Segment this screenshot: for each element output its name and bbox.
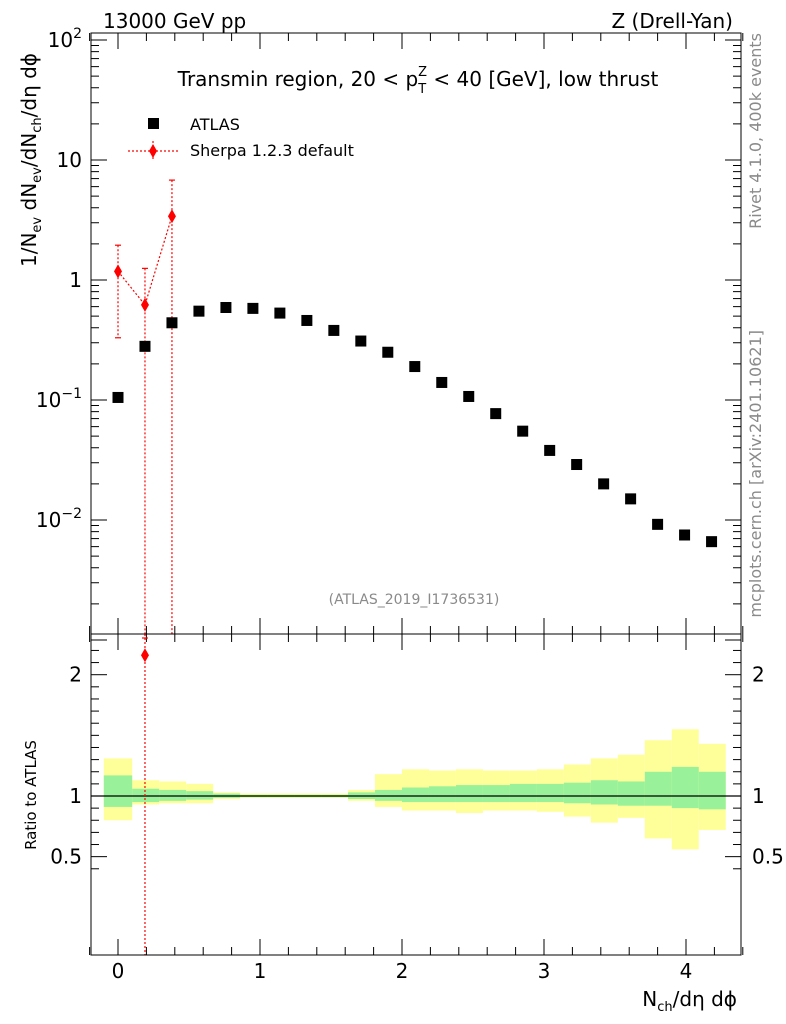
atlas-point bbox=[301, 314, 313, 326]
stat-uncertainty-band bbox=[698, 771, 726, 810]
x-tick-label: 3 bbox=[538, 959, 551, 983]
ratio-y-axis-label: Ratio to ATLAS bbox=[22, 740, 40, 850]
ratio-y-tick-label-left: 1 bbox=[69, 784, 82, 808]
atlas-point bbox=[139, 340, 151, 352]
atlas-point bbox=[328, 324, 340, 336]
x-axis-label-main: N bbox=[642, 987, 657, 1011]
x-tick-label: 0 bbox=[112, 959, 125, 983]
sherpa-point bbox=[140, 297, 149, 312]
main-y-axis-label: 1/Nev dNev/dNch/dη dϕ bbox=[17, 53, 45, 267]
atlas-point bbox=[517, 425, 529, 437]
plot-title-subscript: T bbox=[417, 82, 426, 97]
ratio-y-tick-label-right: 2 bbox=[752, 663, 765, 687]
stat-uncertainty-band bbox=[455, 785, 483, 803]
stat-uncertainty-band bbox=[644, 771, 672, 806]
x-tick-label: 2 bbox=[396, 959, 409, 983]
atlas-point bbox=[652, 518, 664, 530]
ratio-y-tick-label-left: 2 bbox=[69, 663, 82, 687]
atlas-point bbox=[598, 478, 610, 490]
header-energy-label: 13000 GeV pp bbox=[103, 9, 246, 33]
atlas-point bbox=[112, 391, 124, 403]
atlas-point bbox=[382, 346, 394, 358]
atlas-point bbox=[679, 529, 691, 541]
atlas-point bbox=[247, 302, 259, 314]
analysis-watermark: (ATLAS_2019_I1736531) bbox=[329, 592, 500, 608]
stat-uncertainty-band bbox=[671, 766, 699, 809]
atlas-point bbox=[490, 408, 502, 420]
sherpa-line bbox=[117, 216, 173, 307]
atlas-point bbox=[706, 536, 718, 548]
ratio-y-tick-label-right: 1 bbox=[752, 784, 765, 808]
sherpa-point bbox=[114, 264, 122, 279]
plot-title: Transmin region, 20 < pTZ < 40 [GeV], lo… bbox=[177, 65, 659, 97]
x-tick-label: 1 bbox=[254, 959, 267, 983]
ratio-y-tick-label-right: 0.5 bbox=[752, 845, 784, 869]
legend-sherpa-label: Sherpa 1.2.3 default bbox=[190, 141, 354, 160]
plot-title-suffix: < 40 [GeV], low thrust bbox=[427, 67, 658, 91]
y-tick-label: 10−1 bbox=[36, 386, 82, 412]
stat-uncertainty-band bbox=[536, 783, 564, 803]
x-tick-label: 4 bbox=[680, 959, 693, 983]
y-tick-label: 1 bbox=[69, 268, 82, 292]
x-axis-label: Nch/dη dϕ bbox=[642, 987, 737, 1015]
atlas-point bbox=[193, 305, 205, 317]
ratio-panel: 0.5 0.5 1 1 2 2 0 1 2 3 4 bbox=[50, 633, 784, 983]
rivet-version-label: Rivet 4.1.0, 400k events bbox=[746, 33, 765, 229]
stat-uncertainty-band bbox=[103, 775, 133, 807]
atlas-point bbox=[274, 307, 286, 319]
stat-uncertainty-band bbox=[159, 789, 187, 801]
stat-uncertainty-band bbox=[428, 786, 456, 803]
stat-uncertainty-band bbox=[186, 791, 214, 800]
stat-uncertainty-band bbox=[590, 780, 618, 805]
mcplots-reference-label: mcplots.cern.ch [arXiv:2401.10621] bbox=[746, 330, 765, 618]
plot-title-superscript: Z bbox=[418, 65, 427, 80]
x-axis-label-subscript: ch bbox=[657, 1000, 672, 1015]
atlas-point bbox=[355, 335, 367, 347]
stat-uncertainty-band bbox=[563, 782, 591, 804]
main-plot-frame bbox=[90, 32, 742, 635]
x-axis-label-rest: /dη dϕ bbox=[673, 987, 737, 1011]
main-panel: 102 10 1 10−1 10−2 ATLAS Sherpa 1.2.3 default bbox=[36, 26, 744, 641]
y-tick-label: 102 bbox=[48, 26, 82, 52]
legend-atlas-marker bbox=[148, 118, 159, 129]
legend-sherpa-marker bbox=[149, 144, 157, 158]
atlas-point bbox=[625, 493, 637, 505]
stat-uncertainty-band bbox=[482, 785, 510, 803]
stat-uncertainty-band bbox=[132, 788, 160, 803]
ratio-plot-frame bbox=[90, 633, 742, 956]
atlas-point bbox=[436, 376, 448, 388]
ratio-y-tick-label-left: 0.5 bbox=[50, 845, 82, 869]
atlas-point bbox=[544, 444, 556, 456]
atlas-point bbox=[463, 390, 475, 402]
stat-uncertainty-band bbox=[402, 787, 429, 803]
y-tick-label: 10 bbox=[57, 148, 82, 172]
stat-uncertainty-band bbox=[375, 789, 402, 801]
stat-uncertainty-band bbox=[617, 781, 645, 806]
atlas-point bbox=[220, 301, 232, 313]
plot-title-prefix: Transmin region, 20 < p bbox=[177, 67, 419, 91]
legend-atlas-label: ATLAS bbox=[190, 115, 240, 134]
stat-uncertainty-band bbox=[509, 783, 537, 803]
atlas-point bbox=[571, 459, 583, 471]
y-tick-label: 10−2 bbox=[36, 506, 82, 532]
sherpa-ratio-point bbox=[140, 648, 149, 663]
atlas-point bbox=[409, 361, 421, 373]
atlas-point bbox=[166, 317, 178, 329]
sherpa-point bbox=[167, 209, 176, 224]
header-process-label: Z (Drell-Yan) bbox=[611, 9, 733, 33]
